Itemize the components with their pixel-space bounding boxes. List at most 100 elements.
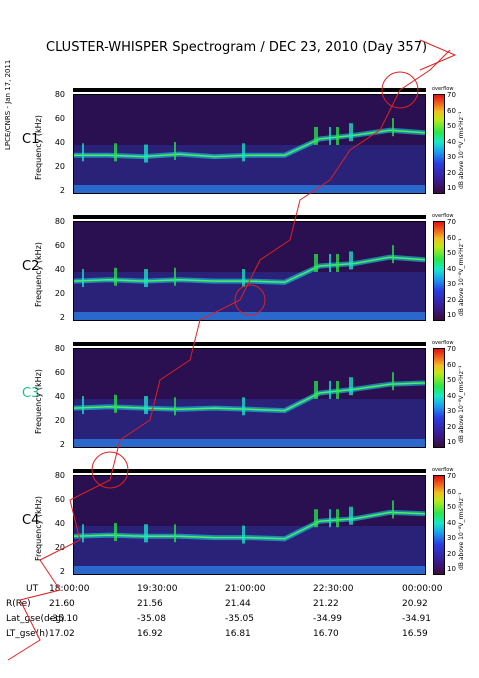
y-tick-label: 60 — [54, 241, 65, 250]
axis-row-label: Lat_gse(deg) — [6, 614, 65, 624]
colorbar-tick: 10 — [447, 565, 456, 573]
axis-row-label: R(Re) — [6, 599, 31, 609]
axis-value: -35.05 — [225, 614, 255, 624]
satellite-label-c2: C2 — [22, 259, 40, 274]
axis-row: Lat_gse(deg) -35.10 -35.08 -35.05 -34.99 -34.… — [0, 614, 479, 626]
axis-value: -35.10 — [49, 614, 79, 624]
y-tick-label: 40 — [54, 392, 65, 401]
colorbar-tick: 30 — [447, 534, 456, 542]
emission-burst — [329, 380, 331, 399]
axis-value: 16.70 — [313, 629, 339, 639]
colorbar-overflow-label: overflow — [432, 86, 454, 92]
emission-burst — [336, 509, 339, 528]
colorbar-tick: 40 — [447, 137, 456, 146]
emission-burst — [336, 253, 339, 272]
axis-value: 00:00:00 — [402, 584, 443, 594]
plasma-line-c1 — [74, 129, 425, 158]
y-tick-label: 80 — [54, 471, 65, 480]
spectrogram-c2 — [73, 221, 426, 321]
panel-top-bar — [73, 215, 426, 219]
colorbar-tick: 60 — [447, 487, 456, 496]
y-tick-label: 40 — [54, 138, 65, 147]
colorbar-tick: 50 — [447, 376, 456, 384]
emission-burst — [242, 525, 245, 544]
colorbar-overflow-label: overflow — [432, 340, 454, 346]
emission-burst — [392, 118, 394, 137]
plasma-line-c4 — [74, 511, 425, 540]
colorbar-tick: 20 — [447, 168, 456, 177]
colorbar-tick: 20 — [447, 295, 456, 304]
colorbar-tick: 30 — [447, 153, 456, 161]
satellite-label-c4: C4 — [22, 513, 40, 528]
spectrogram-c1 — [73, 94, 426, 194]
emission-burst — [349, 377, 353, 396]
emission-burst — [114, 143, 117, 162]
y-tick-label: 20 — [54, 416, 65, 425]
axis-value: 19:30:00 — [137, 584, 178, 594]
y-tick-label: 80 — [54, 344, 65, 353]
emission-burst — [174, 267, 176, 286]
colorbar-tick: 70 — [447, 91, 456, 99]
chart-title: CLUSTER-WHISPER Spectrogram / DEC 23, 20… — [46, 40, 428, 55]
colorbar-tick: 70 — [447, 218, 456, 226]
colorbar-tick: 60 — [447, 360, 456, 369]
colorbar-tick: 10 — [447, 438, 456, 446]
axis-value: -34.99 — [313, 614, 343, 624]
axis-value: 17.02 — [49, 629, 75, 639]
y-tick-label: 60 — [54, 495, 65, 504]
emission-burst — [349, 506, 353, 525]
y-tick-label: 2 — [59, 186, 65, 195]
y-tick-label: 80 — [54, 90, 65, 99]
panel-top-bar — [73, 88, 426, 92]
colorbar-tick: 20 — [447, 422, 456, 431]
axis-value: -34.91 — [402, 614, 432, 624]
colorbar-tick: 50 — [447, 122, 456, 130]
colorbar — [433, 348, 445, 448]
axis-value: 16.92 — [137, 629, 163, 639]
colorbar-tick: 60 — [447, 106, 456, 115]
colorbar-tick: 70 — [447, 472, 456, 480]
axis-row-label: LT_gse(h) — [6, 629, 49, 639]
emission-burst — [314, 253, 318, 272]
emission-burst — [82, 143, 84, 162]
y-tick-label: 60 — [54, 368, 65, 377]
axis-value: 16.59 — [402, 629, 428, 639]
plasma-line-c3 — [74, 382, 425, 412]
spectrogram-c3 — [73, 348, 426, 448]
emission-burst — [336, 126, 339, 145]
emission-burst — [144, 524, 148, 543]
axis-value: 21.22 — [313, 599, 339, 609]
emission-burst — [144, 269, 148, 288]
colorbar — [433, 94, 445, 194]
y-tick-label: 80 — [54, 217, 65, 226]
y-tick-label: 20 — [54, 289, 65, 298]
axis-value: 20.92 — [402, 599, 428, 609]
colorbar-tick: 40 — [447, 391, 456, 400]
emission-burst — [242, 269, 245, 288]
emission-burst — [174, 142, 176, 161]
y-tick-label: 2 — [59, 313, 65, 322]
colorbar-tick: 70 — [447, 345, 456, 353]
emission-burst — [174, 524, 176, 543]
colorbar-tick: 40 — [447, 264, 456, 273]
emission-burst — [392, 500, 394, 519]
emission-burst — [114, 523, 117, 542]
axis-value: 21.44 — [225, 599, 251, 609]
y-tick-label: 60 — [54, 114, 65, 123]
emission-burst — [314, 380, 318, 399]
y-tick-label: 20 — [54, 162, 65, 171]
colorbar — [433, 475, 445, 575]
colorbar-tick: 10 — [447, 184, 456, 192]
y-tick-label: 20 — [54, 543, 65, 552]
panel-top-bar — [73, 342, 426, 346]
emission-burst — [114, 267, 117, 286]
emission-burst — [82, 269, 84, 288]
emission-burst — [314, 126, 318, 145]
axis-row: R(Re) 21.60 21.56 21.44 21.22 20.92 — [0, 599, 479, 611]
colorbar-tick: 40 — [447, 518, 456, 527]
spectrogram-c4 — [73, 475, 426, 575]
colorbar-tick: 30 — [447, 280, 456, 288]
emission-burst — [314, 509, 318, 528]
colorbar-tick: 10 — [447, 311, 456, 319]
